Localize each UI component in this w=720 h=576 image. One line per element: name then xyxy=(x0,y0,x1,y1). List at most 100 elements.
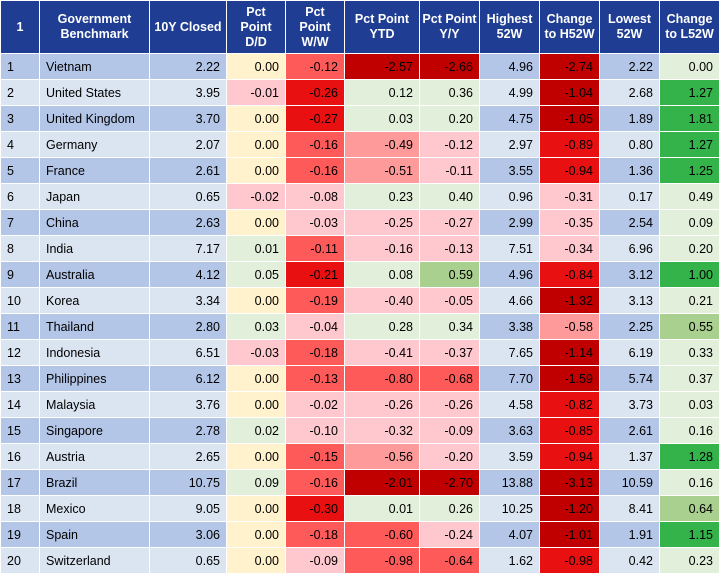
row-index: 6 xyxy=(0,183,40,210)
closed-yield: 3.95 xyxy=(149,79,227,106)
table-row: 6 Japan 0.65 -0.02 -0.08 0.23 0.40 0.96 -0.31 0.1… xyxy=(0,183,720,210)
change-ytd: -0.16 xyxy=(344,235,420,262)
row-index: 9 xyxy=(0,261,40,288)
closed-yield: 10.75 xyxy=(149,469,227,496)
country-name: Spain xyxy=(39,521,150,548)
change-to-l52w: 0.23 xyxy=(659,547,720,574)
lowest-52w: 2.54 xyxy=(599,209,660,236)
table-row: 2 United States 3.95 -0.01 -0.26 0.12 0.36 4.99… xyxy=(0,79,720,106)
change-dd: 0.00 xyxy=(226,521,286,548)
change-ww: -0.10 xyxy=(285,417,345,444)
change-ww: -0.16 xyxy=(285,469,345,496)
change-to-h52w: -0.98 xyxy=(539,547,600,574)
highest-52w: 4.75 xyxy=(479,105,540,132)
highest-52w: 4.96 xyxy=(479,261,540,288)
closed-yield: 6.51 xyxy=(149,339,227,366)
change-to-h52w: -1.04 xyxy=(539,79,600,106)
change-ww: -0.02 xyxy=(285,391,345,418)
highest-52w: 3.59 xyxy=(479,443,540,470)
row-index: 13 xyxy=(0,365,40,392)
change-ww: -0.04 xyxy=(285,313,345,340)
col-header-lowest-52w: Lowest 52W xyxy=(599,0,660,54)
change-ytd: -0.41 xyxy=(344,339,420,366)
change-to-h52w: -1.20 xyxy=(539,495,600,522)
change-ytd: -0.51 xyxy=(344,157,420,184)
highest-52w: 4.58 xyxy=(479,391,540,418)
change-to-h52w: -0.94 xyxy=(539,443,600,470)
change-ww: -0.08 xyxy=(285,183,345,210)
country-name: Mexico xyxy=(39,495,150,522)
change-yy: 0.34 xyxy=(419,313,480,340)
change-ww: -0.27 xyxy=(285,105,345,132)
col-header-dd: Pct Point D/D xyxy=(226,0,286,54)
lowest-52w: 0.17 xyxy=(599,183,660,210)
change-yy: -0.11 xyxy=(419,157,480,184)
lowest-52w: 2.61 xyxy=(599,417,660,444)
highest-52w: 4.96 xyxy=(479,53,540,80)
lowest-52w: 0.80 xyxy=(599,131,660,158)
lowest-52w: 3.73 xyxy=(599,391,660,418)
change-ytd: 0.01 xyxy=(344,495,420,522)
highest-52w: 7.65 xyxy=(479,339,540,366)
change-ytd: -0.80 xyxy=(344,365,420,392)
change-dd: 0.00 xyxy=(226,157,286,184)
row-index: 10 xyxy=(0,287,40,314)
row-index: 15 xyxy=(0,417,40,444)
row-index: 19 xyxy=(0,521,40,548)
table-row: 8 India 7.17 0.01 -0.11 -0.16 -0.13 7.51 -0.34 6.… xyxy=(0,235,720,262)
col-header-change-h52w: Change to H52W xyxy=(539,0,600,54)
change-to-h52w: -0.58 xyxy=(539,313,600,340)
lowest-52w: 1.36 xyxy=(599,157,660,184)
table-row: 19 Spain 3.06 0.00 -0.18 -0.60 -0.24 4.07 -1.01 1… xyxy=(0,521,720,548)
change-dd: 0.00 xyxy=(226,209,286,236)
change-ww: -0.16 xyxy=(285,157,345,184)
table-row: 1 Vietnam 2.22 0.00 -0.12 -2.57 -2.66 4.96 -2.74… xyxy=(0,53,720,80)
change-ytd: -0.26 xyxy=(344,391,420,418)
table-row: 16 Austria 2.65 0.00 -0.15 -0.56 -0.20 3.59 -0.9… xyxy=(0,443,720,470)
lowest-52w: 2.25 xyxy=(599,313,660,340)
change-to-l52w: 0.37 xyxy=(659,365,720,392)
country-name: China xyxy=(39,209,150,236)
change-to-h52w: -1.59 xyxy=(539,365,600,392)
change-to-l52w: 0.09 xyxy=(659,209,720,236)
change-ytd: -2.01 xyxy=(344,469,420,496)
change-dd: -0.01 xyxy=(226,79,286,106)
country-name: Thailand xyxy=(39,313,150,340)
change-ytd: -0.40 xyxy=(344,287,420,314)
row-index: 20 xyxy=(0,547,40,574)
lowest-52w: 1.37 xyxy=(599,443,660,470)
closed-yield: 4.12 xyxy=(149,261,227,288)
lowest-52w: 1.89 xyxy=(599,105,660,132)
change-ww: -0.03 xyxy=(285,209,345,236)
change-yy: -0.24 xyxy=(419,521,480,548)
country-name: Indonesia xyxy=(39,339,150,366)
country-name: Austria xyxy=(39,443,150,470)
change-to-h52w: -1.01 xyxy=(539,521,600,548)
row-index: 11 xyxy=(0,313,40,340)
highest-52w: 3.55 xyxy=(479,157,540,184)
change-dd: 0.00 xyxy=(226,365,286,392)
highest-52w: 7.70 xyxy=(479,365,540,392)
change-yy: -0.05 xyxy=(419,287,480,314)
change-yy: 0.36 xyxy=(419,79,480,106)
change-yy: -0.20 xyxy=(419,443,480,470)
header-row: 1 Government Benchmark 10Y Closed Pct Po… xyxy=(0,0,720,54)
row-index: 8 xyxy=(0,235,40,262)
country-name: Singapore xyxy=(39,417,150,444)
change-to-h52w: -1.05 xyxy=(539,105,600,132)
change-ytd: -0.56 xyxy=(344,443,420,470)
closed-yield: 3.06 xyxy=(149,521,227,548)
table-row: 17 Brazil 10.75 0.09 -0.16 -2.01 -2.70 13.88 -3.… xyxy=(0,469,720,496)
closed-yield: 0.65 xyxy=(149,183,227,210)
row-index: 4 xyxy=(0,131,40,158)
lowest-52w: 3.13 xyxy=(599,287,660,314)
change-to-h52w: -0.89 xyxy=(539,131,600,158)
col-header-change-l52w: Change to L52W xyxy=(659,0,720,54)
country-name: United Kingdom xyxy=(39,105,150,132)
change-to-l52w: 0.64 xyxy=(659,495,720,522)
change-ww: -0.18 xyxy=(285,521,345,548)
change-to-l52w: 0.49 xyxy=(659,183,720,210)
highest-52w: 10.25 xyxy=(479,495,540,522)
change-to-h52w: -0.35 xyxy=(539,209,600,236)
